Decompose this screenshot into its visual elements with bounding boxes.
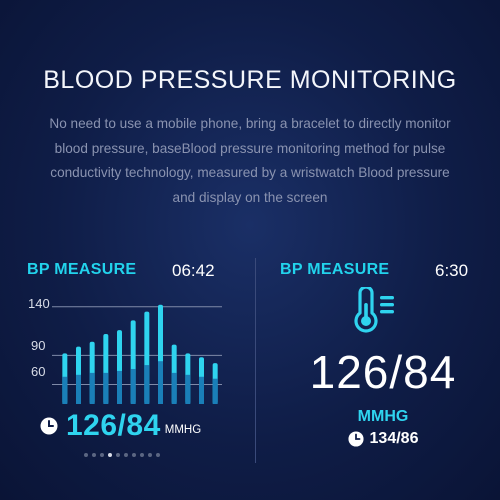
thermometer-icon [354, 287, 394, 333]
page-dot[interactable] [132, 453, 136, 457]
bar-diastolic-7 [144, 365, 150, 404]
bar-diastolic-4 [103, 372, 109, 404]
bar-diastolic-6 [130, 368, 136, 404]
page-dot[interactable] [84, 453, 88, 457]
page-dot[interactable] [124, 453, 128, 457]
left-panel-label: BP MEASURE [27, 261, 137, 278]
y-tick-label-90: 90 [31, 338, 46, 353]
y-tick-label-60: 60 [31, 364, 46, 379]
right-history-reading: 134/86 [283, 430, 483, 448]
panel-divider [255, 258, 256, 463]
right-bp-unit: MMHG [357, 408, 409, 425]
clock-icon [347, 431, 364, 447]
right-bp-reading: 126/84 [309, 346, 457, 398]
page-dot[interactable] [156, 453, 160, 457]
left-bp-unit: MMHG [164, 424, 202, 436]
page-dot[interactable] [116, 453, 120, 457]
page-dot[interactable] [100, 453, 104, 457]
left-bp-reading: 126/84 [66, 409, 161, 442]
right-panel-label: BP MEASURE [280, 261, 390, 278]
bar-diastolic-10 [185, 374, 191, 404]
bar-diastolic-12 [212, 378, 218, 404]
left-reading: 126/84 MMHG [40, 408, 201, 444]
bar-diastolic-1 [62, 376, 68, 404]
page-description: No need to use a mobile phone, bring a b… [49, 116, 451, 205]
page-dot[interactable] [108, 453, 112, 457]
bar-diastolic-3 [89, 372, 95, 404]
page-title: BLOOD PRESSURE MONITORING [43, 66, 457, 94]
left-panel-time: 06:42 [172, 261, 215, 280]
page-dot[interactable] [148, 453, 152, 457]
page-dot[interactable] [92, 453, 96, 457]
bar-diastolic-2 [76, 374, 81, 404]
right-panel-time: 6:30 [435, 261, 469, 280]
page-dot[interactable] [140, 453, 144, 457]
bar-diastolic-5 [117, 370, 122, 404]
clock-icon [40, 417, 58, 435]
history-bp-value: 134/86 [369, 430, 419, 447]
bar-diastolic-8 [158, 361, 163, 404]
bar-diastolic-11 [199, 376, 204, 404]
y-tick-label-140: 140 [28, 296, 50, 311]
bar-diastolic-9 [171, 372, 177, 404]
page-indicator[interactable] [84, 453, 160, 457]
